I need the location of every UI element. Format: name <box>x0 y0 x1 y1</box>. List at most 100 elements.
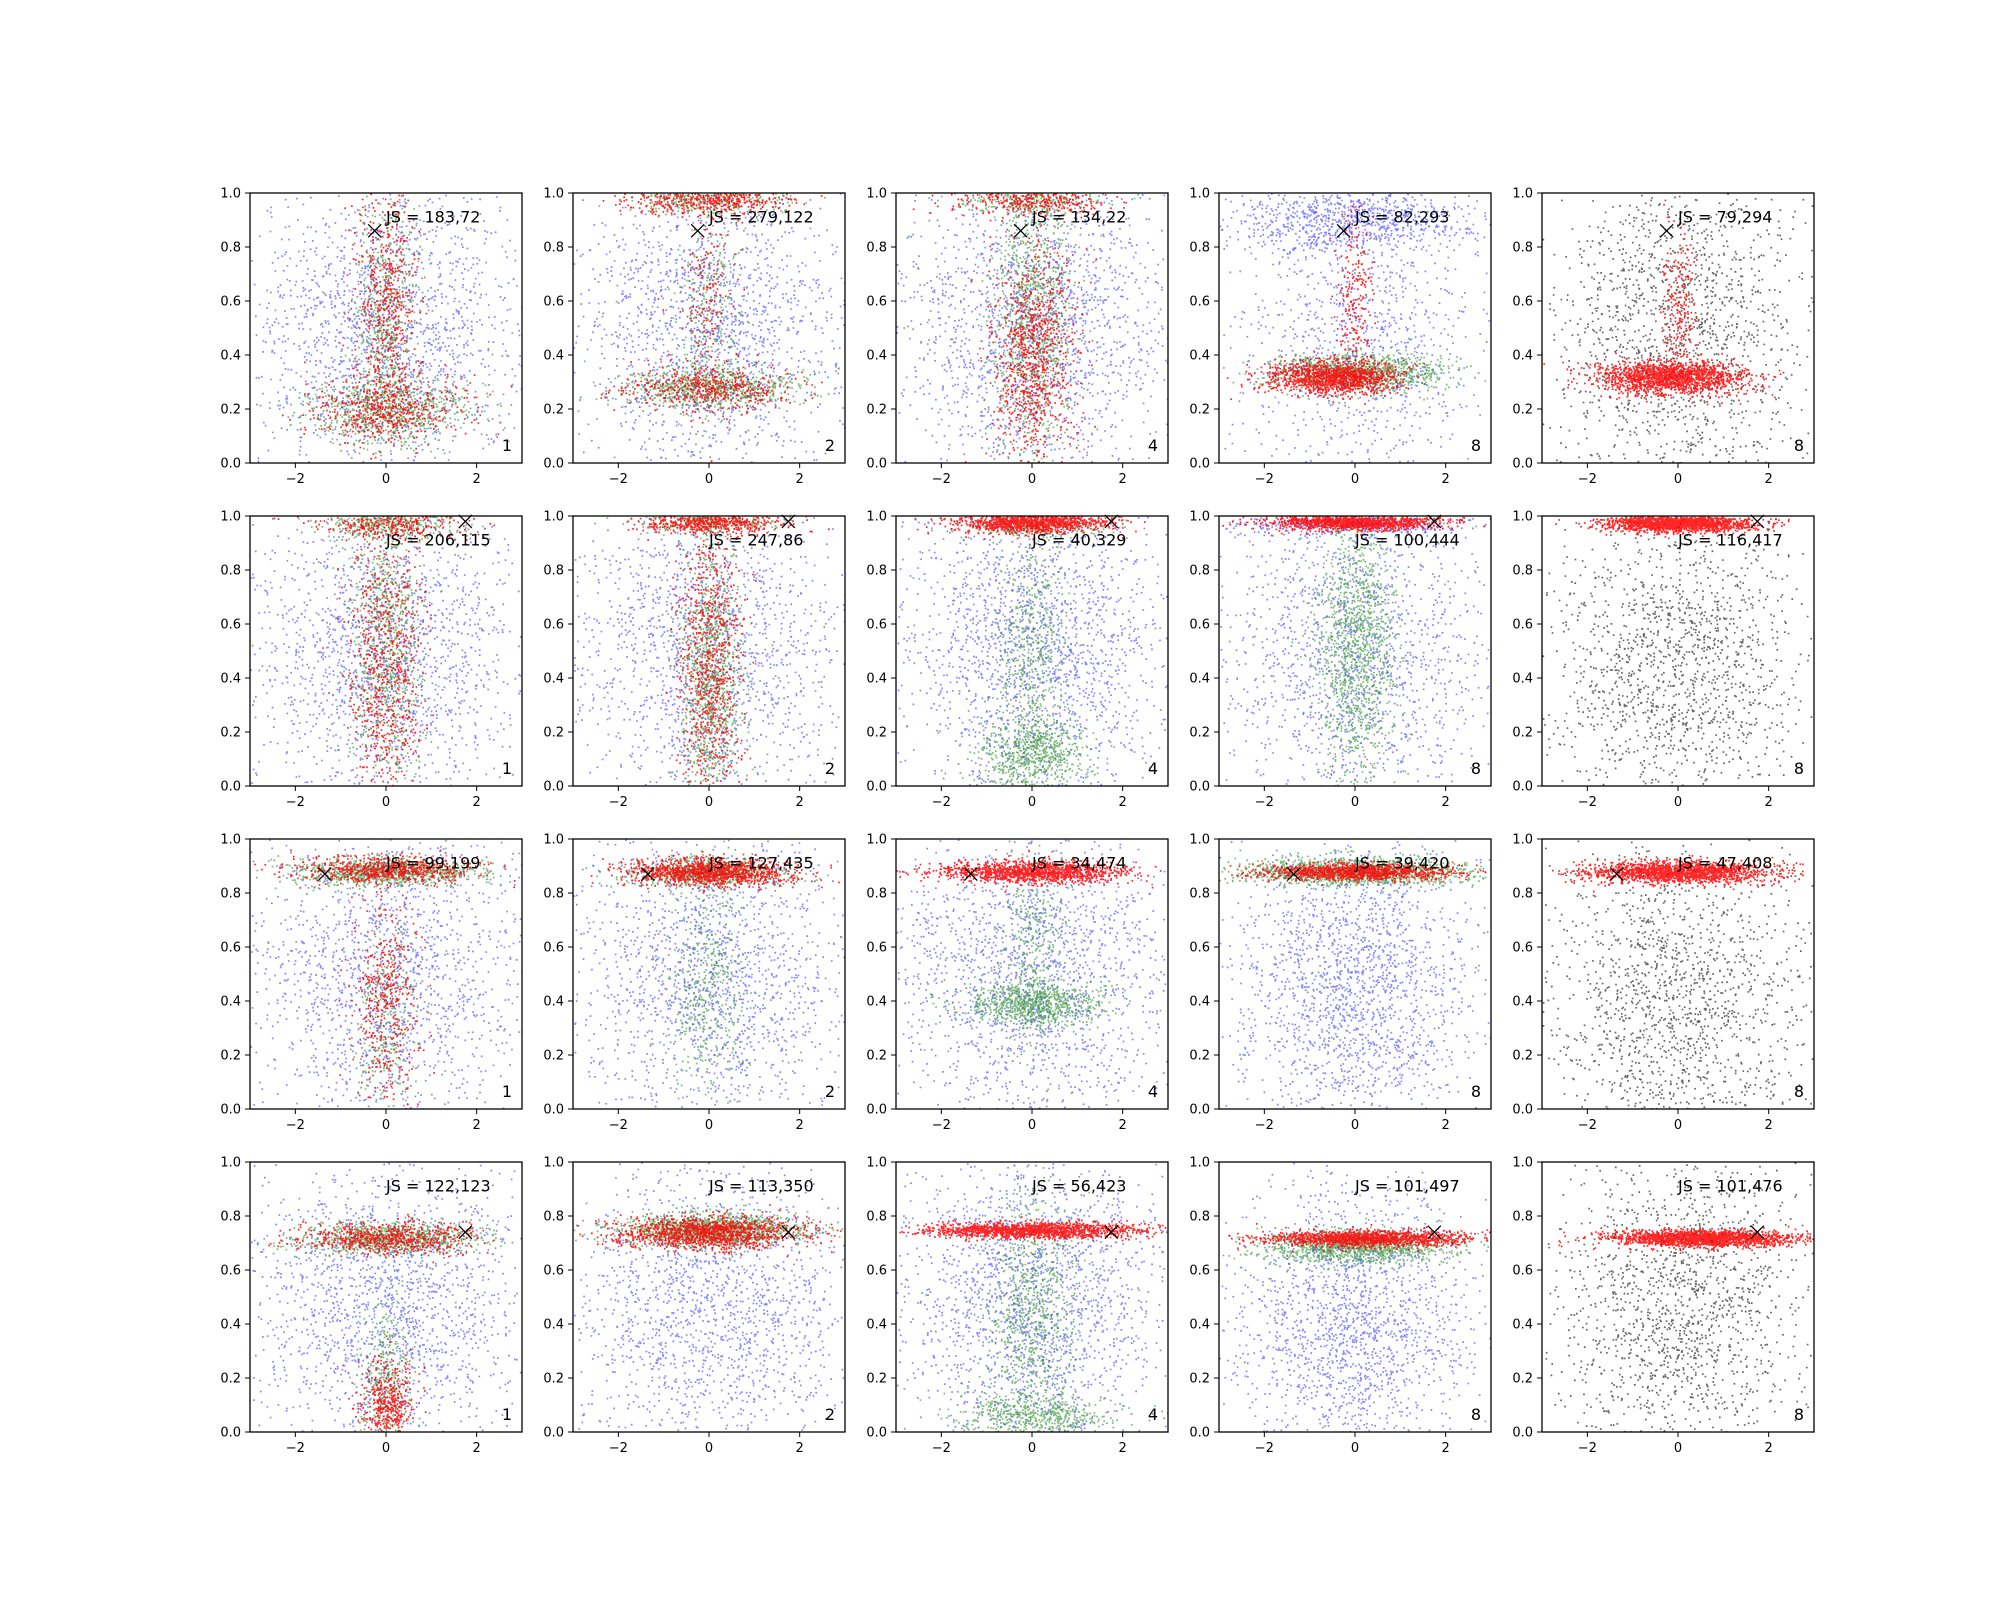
y-tick-label: 0.8 <box>1189 564 1210 579</box>
series-green-points <box>256 1214 522 1432</box>
y-tick-label: 0.2 <box>543 403 564 418</box>
y-tick-label: 0.8 <box>1512 1210 1533 1225</box>
y-tick-label: 0.0 <box>543 1426 564 1441</box>
x-tick-label: 2 <box>1442 1118 1450 1133</box>
scatter-panel: −2 0 2 0.0 0.2 0.4 0.6 0.8 1.0 JS = 101,497 8 <box>1189 1156 1492 1456</box>
series-blue-points <box>250 839 522 1109</box>
series-red-points <box>1222 516 1485 536</box>
x-tick-label: 2 <box>1119 795 1127 810</box>
x-tick-label: −2 <box>1255 795 1274 810</box>
x-tick-label: 0 <box>382 1118 390 1133</box>
x-marker <box>458 1225 473 1240</box>
y-tick-label: 1.0 <box>543 1156 564 1171</box>
x-tick-label: 0 <box>705 795 713 810</box>
x-tick-label: −2 <box>1578 1441 1597 1456</box>
point-cloud <box>896 850 1162 893</box>
x-marker <box>781 1225 796 1240</box>
y-tick-label: 0.0 <box>220 1426 241 1441</box>
scatter-panel: −2 0 2 0.0 0.2 0.4 0.6 0.8 1.0 JS = 122,123 1 <box>220 1156 523 1456</box>
y-tick-label: 0.0 <box>1189 1426 1210 1441</box>
series-red-points <box>254 849 516 1109</box>
series-green-points <box>606 516 791 786</box>
js-annotation: JS = 122,123 <box>385 1176 491 1195</box>
y-tick-label: 0.4 <box>866 1318 887 1333</box>
y-tick-label: 0.4 <box>1189 349 1210 364</box>
scatter-panel: −2 0 2 0.0 0.2 0.4 0.6 0.8 1.0 JS = 113,350 2 <box>543 1156 846 1456</box>
series-blue-points <box>251 1162 522 1432</box>
panel-number: 8 <box>1471 1405 1481 1424</box>
x-tick-label: 2 <box>473 1441 481 1456</box>
point-cloud <box>1228 1223 1491 1253</box>
point-cloud <box>627 516 830 541</box>
panel-number: 1 <box>502 436 512 455</box>
series-red-points <box>1543 203 1785 408</box>
x-marker <box>1750 514 1765 529</box>
x-marker <box>367 223 382 238</box>
y-tick-label: 1.0 <box>866 187 887 202</box>
y-tick-label: 0.8 <box>866 887 887 902</box>
y-tick-label: 0.6 <box>1512 941 1533 956</box>
x-tick-label: 0 <box>1028 472 1036 487</box>
y-tick-label: 0.6 <box>543 1264 564 1279</box>
series-green-points <box>931 516 1127 786</box>
y-tick-label: 0.8 <box>220 887 241 902</box>
y-tick-label: 1.0 <box>220 510 241 525</box>
x-marker <box>640 867 655 882</box>
point-cloud <box>1555 516 1790 538</box>
x-marker <box>1750 1225 1765 1240</box>
y-tick-label: 0.2 <box>1512 403 1533 418</box>
x-tick-label: −2 <box>1255 1118 1274 1133</box>
y-tick-label: 0.0 <box>220 780 241 795</box>
panel-number: 4 <box>1148 436 1158 455</box>
point-cloud <box>912 193 1128 222</box>
js-annotation: JS = 247,86 <box>708 530 803 549</box>
y-tick-label: 0.4 <box>543 1318 564 1333</box>
y-tick-label: 0.2 <box>1189 403 1210 418</box>
x-tick-label: 2 <box>1765 472 1773 487</box>
x-tick-label: 0 <box>382 795 390 810</box>
x-tick-label: −2 <box>609 1441 628 1456</box>
y-tick-label: 0.6 <box>220 1264 241 1279</box>
y-tick-label: 1.0 <box>1512 187 1533 202</box>
js-annotation: JS = 101,497 <box>1354 1176 1460 1195</box>
y-tick-label: 1.0 <box>220 1156 241 1171</box>
y-tick-label: 0.2 <box>1512 1372 1533 1387</box>
y-tick-label: 0.8 <box>1189 887 1210 902</box>
x-tick-label: 0 <box>1674 472 1682 487</box>
panel-number: 8 <box>1471 759 1481 778</box>
y-tick-label: 0.6 <box>866 941 887 956</box>
x-tick-label: 0 <box>705 1118 713 1133</box>
x-tick-label: 2 <box>1119 1441 1127 1456</box>
y-tick-label: 0.0 <box>866 1426 887 1441</box>
x-tick-label: −2 <box>1578 472 1597 487</box>
y-tick-label: 0.4 <box>543 349 564 364</box>
x-tick-label: 0 <box>705 472 713 487</box>
point-cloud <box>254 849 516 893</box>
y-tick-label: 0.8 <box>543 241 564 256</box>
y-tick-label: 0.2 <box>866 1049 887 1064</box>
x-tick-label: −2 <box>1578 1118 1597 1133</box>
y-tick-label: 1.0 <box>1189 510 1210 525</box>
y-tick-label: 0.0 <box>1189 457 1210 472</box>
y-tick-label: 0.4 <box>1189 672 1210 687</box>
series-blue-points <box>573 839 845 1109</box>
panel-number: 2 <box>825 436 835 455</box>
x-tick-label: −2 <box>286 472 305 487</box>
point-cloud <box>573 193 845 463</box>
y-tick-label: 0.4 <box>1512 995 1533 1010</box>
y-tick-label: 0.6 <box>543 295 564 310</box>
point-cloud <box>598 193 826 223</box>
y-tick-label: 0.4 <box>1189 1318 1210 1333</box>
x-tick-label: 0 <box>382 1441 390 1456</box>
x-tick-label: −2 <box>1255 472 1274 487</box>
x-tick-label: 2 <box>1765 1441 1773 1456</box>
y-tick-label: 1.0 <box>543 510 564 525</box>
x-marker <box>317 867 332 882</box>
point-cloud <box>1552 854 1804 893</box>
scatter-panel: −2 0 2 0.0 0.2 0.4 0.6 0.8 1.0 JS = 116,417 8 <box>1512 510 1815 810</box>
series-green-points <box>1281 516 1413 786</box>
y-tick-label: 0.2 <box>1189 726 1210 741</box>
y-tick-label: 0.8 <box>543 887 564 902</box>
point-cloud <box>251 193 522 463</box>
x-tick-label: 2 <box>1442 472 1450 487</box>
